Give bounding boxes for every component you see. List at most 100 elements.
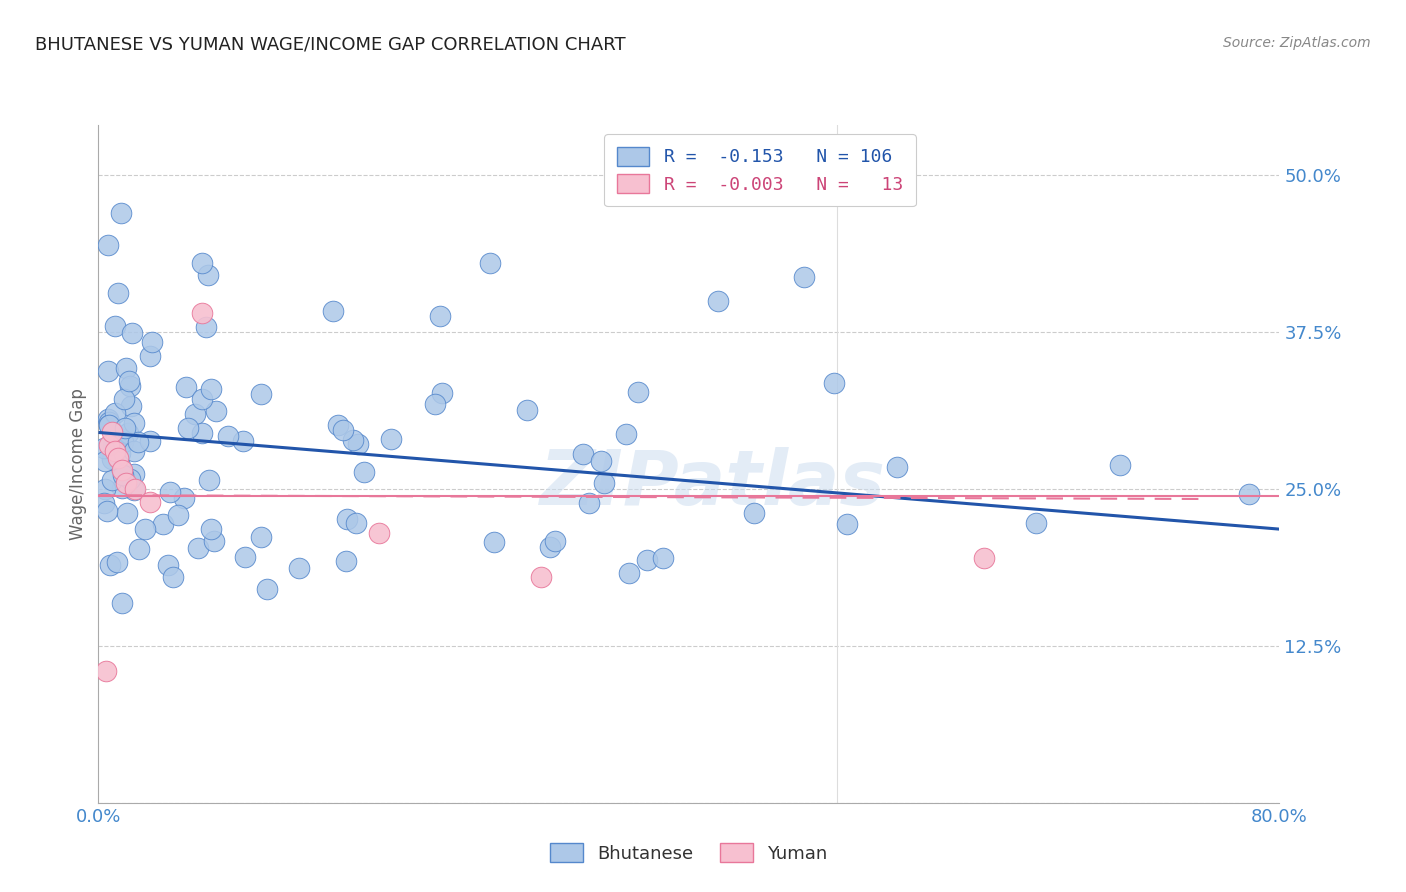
Point [141, 335, 163, 350]
Point [651, 551, 673, 566]
Point [184, 407, 207, 421]
Point [187, 541, 209, 555]
Text: BHUTANESE VS YUMAN WAGE/INCOME GAP CORRELATION CHART: BHUTANESE VS YUMAN WAGE/INCOME GAP CORRE… [35, 36, 626, 54]
Point [97, 438, 120, 452]
Point [105, 555, 128, 569]
Point [118, 379, 141, 393]
Point [98, 558, 121, 573]
Point [110, 206, 132, 220]
Point [217, 429, 239, 443]
Point [100, 425, 122, 440]
Point [121, 326, 143, 340]
Point [202, 533, 225, 548]
Point [636, 552, 658, 566]
Point [429, 310, 451, 324]
Point [430, 385, 453, 400]
Point [198, 473, 221, 487]
Point [322, 303, 344, 318]
Point [344, 516, 367, 530]
Point [593, 475, 616, 490]
Point [111, 434, 134, 449]
Point [115, 506, 138, 520]
Point [104, 444, 127, 458]
Point [195, 319, 218, 334]
Point [232, 434, 254, 448]
Point [589, 454, 612, 468]
Point [104, 318, 127, 333]
Point [122, 483, 145, 497]
Point [1108, 458, 1130, 472]
Point [96, 504, 118, 518]
Point [111, 432, 134, 446]
Point [97, 417, 120, 432]
Point [101, 452, 124, 467]
Point [616, 427, 638, 442]
Point [111, 481, 134, 495]
Point [353, 465, 375, 479]
Point [101, 474, 124, 488]
Point [627, 384, 650, 399]
Point [516, 403, 538, 417]
Point [108, 446, 131, 460]
Point [249, 386, 271, 401]
Point [332, 423, 354, 437]
Point [139, 349, 162, 363]
Point [191, 256, 214, 270]
Point [120, 399, 142, 413]
Point [93, 496, 115, 510]
Point [128, 541, 150, 556]
Point [973, 551, 995, 566]
Point [423, 397, 446, 411]
Point [256, 582, 278, 596]
Point [115, 475, 138, 490]
Point [380, 432, 402, 446]
Point [97, 412, 120, 426]
Point [97, 364, 120, 378]
Point [117, 425, 139, 440]
Point [122, 443, 145, 458]
Point [200, 522, 222, 536]
Y-axis label: Wage/Income Gap: Wage/Income Gap [69, 388, 87, 540]
Point [93, 441, 115, 455]
Point [114, 421, 136, 435]
Point [97, 237, 120, 252]
Point [707, 293, 730, 308]
Point [98, 417, 121, 432]
Point [197, 268, 219, 282]
Point [127, 435, 149, 450]
Point [94, 454, 117, 468]
Point [97, 415, 120, 429]
Point [159, 484, 181, 499]
Point [336, 512, 359, 526]
Point [111, 467, 134, 482]
Point [1025, 516, 1047, 530]
Point [326, 417, 349, 432]
Point [93, 482, 115, 496]
Point [233, 550, 256, 565]
Point [167, 508, 190, 522]
Point [191, 306, 214, 320]
Point [578, 495, 600, 509]
Point [111, 463, 134, 477]
Point [124, 482, 146, 496]
Text: ZIPatlas: ZIPatlas [540, 447, 886, 521]
Legend: Bhutanese, Yuman: Bhutanese, Yuman [541, 834, 837, 871]
Point [118, 472, 141, 486]
Point [152, 517, 174, 532]
Point [173, 491, 195, 505]
Point [793, 270, 815, 285]
Point [200, 383, 222, 397]
Point [572, 447, 595, 461]
Point [162, 570, 184, 584]
Text: Source: ZipAtlas.com: Source: ZipAtlas.com [1223, 36, 1371, 50]
Point [104, 406, 127, 420]
Point [174, 380, 197, 394]
Point [205, 404, 228, 418]
Point [617, 566, 640, 580]
Point [744, 507, 766, 521]
Point [107, 450, 129, 465]
Point [544, 534, 567, 549]
Point [122, 416, 145, 430]
Point [94, 664, 117, 678]
Point [111, 596, 134, 610]
